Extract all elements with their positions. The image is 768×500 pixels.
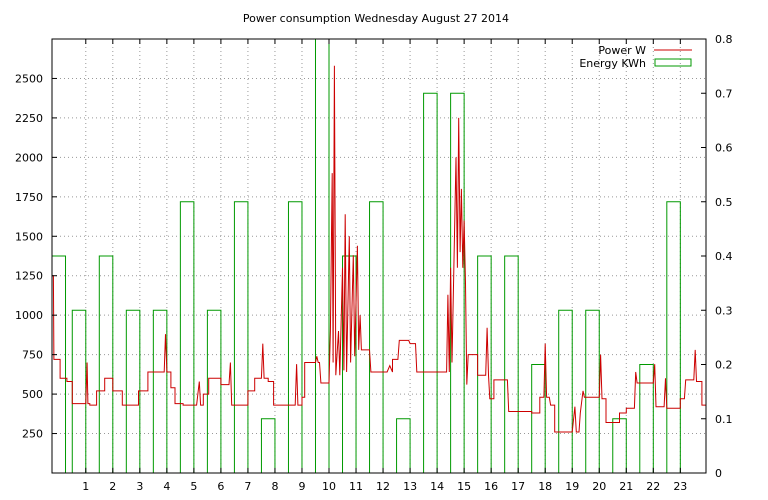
y2-tick-label: 0.2: [715, 359, 733, 372]
energy-bar: [639, 364, 654, 474]
y-tick-label: 2000: [15, 151, 43, 164]
energy-bar: [666, 201, 681, 474]
y-tick-label: 1500: [15, 230, 43, 243]
grid-lines: [52, 39, 706, 473]
y-tick-label: 250: [22, 428, 43, 441]
energy-bar: [179, 201, 195, 474]
energy-bar: [477, 255, 492, 474]
energy-bar: [314, 38, 330, 474]
energy-bar: [287, 201, 303, 474]
x-tick-label: 10: [322, 480, 336, 493]
x-tick-label: 3: [136, 480, 143, 493]
x-tick-label: 4: [163, 480, 170, 493]
power-line-group: [52, 65, 706, 433]
energy-bar: [504, 255, 519, 474]
x-tick-label: 6: [217, 480, 224, 493]
y2-tick-label: 0.3: [715, 304, 733, 317]
x-tick-label: 2: [109, 480, 116, 493]
x-tick-label: 5: [190, 480, 197, 493]
x-tick-label: 11: [349, 480, 363, 493]
energy-bar: [233, 201, 249, 474]
x-tick-label: 18: [538, 480, 552, 493]
energy-bar: [450, 92, 465, 474]
legend-swatch-energy: [654, 58, 692, 67]
energy-bar: [98, 255, 114, 474]
energy-bar: [152, 309, 168, 474]
energy-bars: [51, 38, 681, 474]
x-tick-label: 9: [298, 480, 305, 493]
y2-tick-label: 0.4: [715, 250, 733, 263]
energy-bar: [260, 418, 276, 474]
energy-bar: [51, 255, 67, 474]
y-tick-label: 2500: [15, 72, 43, 85]
x-tick-label: 13: [403, 480, 417, 493]
energy-bar: [369, 201, 384, 474]
x-tick-label: 21: [619, 480, 633, 493]
energy-bar: [531, 364, 546, 474]
y-tick-label: 750: [22, 349, 43, 362]
x-tick-label: 22: [646, 480, 660, 493]
y-tick-label: 500: [22, 388, 43, 401]
energy-bar: [423, 92, 438, 474]
legend-label-power: Power W: [598, 44, 646, 57]
y-tick-label: 1750: [15, 191, 43, 204]
energy-bar: [396, 418, 411, 474]
x-tick-label: 12: [376, 480, 390, 493]
energy-bar: [558, 309, 573, 474]
energy-bar: [206, 309, 222, 474]
x-tick-label: 15: [457, 480, 471, 493]
x-tick-label: 19: [565, 480, 579, 493]
legend: Power W Energy KWh: [579, 44, 692, 70]
energy-bar: [585, 309, 600, 474]
y-tick-label: 1250: [15, 270, 43, 283]
x-tick-label: 1: [82, 480, 89, 493]
x-tick-label: 23: [673, 480, 687, 493]
energy-bar: [125, 309, 141, 474]
x-tick-label: 17: [511, 480, 525, 493]
x-tick-label: 16: [484, 480, 498, 493]
y-tick-label: 2250: [15, 112, 43, 125]
x-tick-label: 7: [244, 480, 251, 493]
energy-bar: [612, 418, 627, 474]
y2-tick-label: 0.1: [715, 413, 733, 426]
chart-title: Power consumption Wednesday August 27 20…: [243, 12, 509, 25]
x-tick-label: 20: [592, 480, 606, 493]
x-tick-label: 8: [271, 480, 278, 493]
y-tick-label: 1000: [15, 309, 43, 322]
legend-label-energy: Energy KWh: [579, 57, 646, 70]
plot-frame: [51, 38, 707, 474]
power-line: [52, 65, 706, 433]
y2-tick-label: 0.5: [715, 196, 733, 209]
y2-tick-label: 0.8: [715, 33, 733, 46]
energy-bar: [71, 309, 87, 474]
y2-tick-label: 0.7: [715, 87, 733, 100]
y2-tick-label: 0: [715, 467, 722, 480]
x-tick-label: 14: [430, 480, 444, 493]
y2-tick-label: 0.6: [715, 142, 733, 155]
axes: 1 2 3 4 5 6 7 8 9 10 11 12 13 14 15 16 17 18 19 20 21 22 23250…: [15, 33, 733, 493]
